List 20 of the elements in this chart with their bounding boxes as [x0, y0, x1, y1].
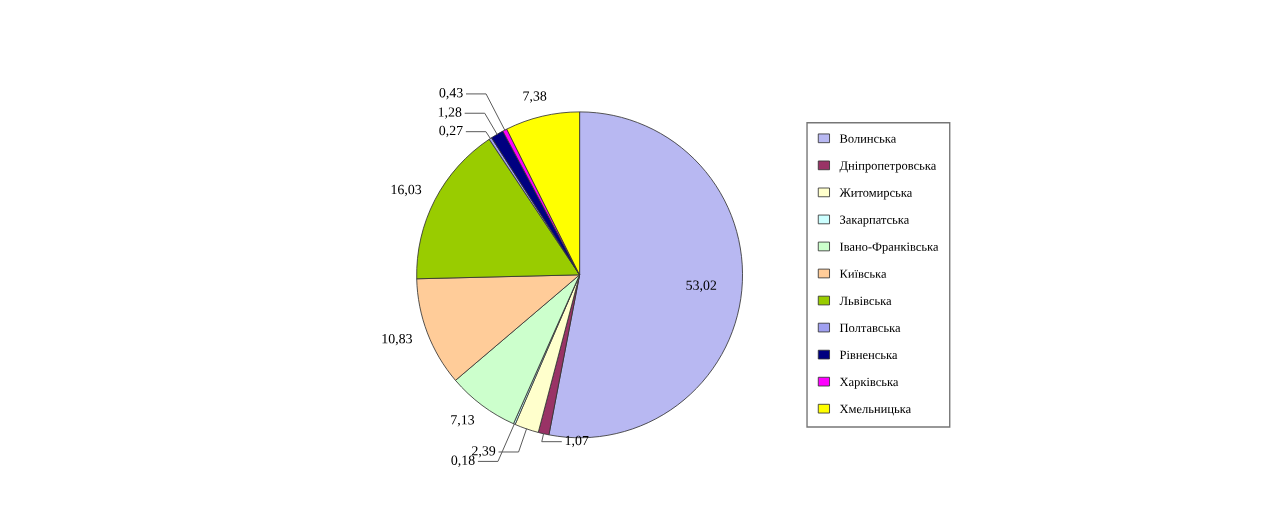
data-label: 1,28 [438, 107, 462, 119]
legend-label: Полтавська [839, 323, 901, 333]
data-label: 10,83 [382, 333, 413, 346]
legend-label: Рівненська [839, 350, 898, 360]
legend-label: Дніпропетровська [839, 161, 937, 173]
legend-label: Житомирська [839, 188, 913, 200]
data-label: 7,13 [451, 415, 475, 427]
legend-label: Закарпатська [840, 215, 910, 227]
data-label: 7,38 [523, 91, 547, 103]
data-label: 53,02 [686, 280, 717, 292]
legend-label: Івано-Франківська [839, 242, 939, 254]
data-label: 1,07 [565, 435, 589, 448]
legend-label: Київська [839, 269, 887, 278]
data-label: 16,03 [391, 184, 422, 197]
legend-label: Волинська [839, 134, 897, 143]
data-label: 0,27 [439, 125, 463, 138]
legend-label: Харківська [839, 377, 899, 389]
legend-label: Львівська [839, 296, 892, 306]
legend-label: Хмельницька [839, 404, 911, 416]
data-label: 0,43 [439, 88, 463, 100]
